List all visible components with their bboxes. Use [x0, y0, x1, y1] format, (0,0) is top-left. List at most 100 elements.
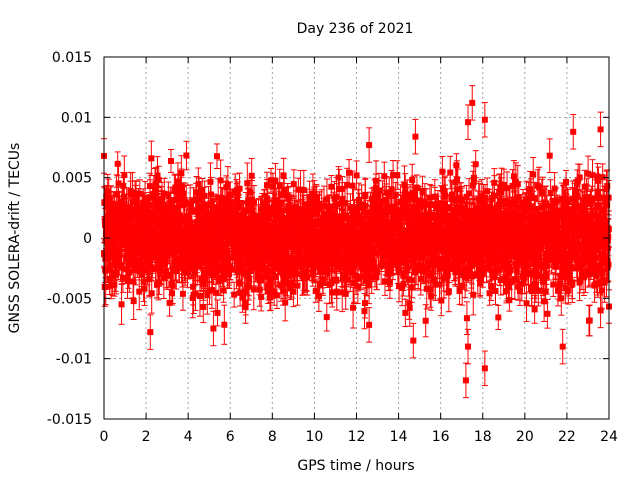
data-point	[233, 197, 240, 204]
data-point	[215, 194, 222, 201]
data-point	[152, 265, 159, 272]
data-point	[266, 278, 273, 285]
data-point	[273, 197, 280, 204]
data-point	[201, 192, 208, 199]
data-point	[276, 214, 283, 221]
data-point	[221, 321, 228, 328]
data-point	[318, 241, 325, 248]
data-point	[261, 266, 268, 273]
data-point	[243, 220, 250, 227]
data-point	[166, 230, 173, 237]
data-point	[143, 230, 150, 237]
data-point	[136, 190, 143, 197]
data-point	[111, 259, 118, 266]
data-point	[155, 241, 162, 248]
data-point	[257, 277, 264, 284]
data-point	[248, 250, 255, 257]
data-point	[188, 207, 195, 214]
data-point	[281, 186, 288, 193]
data-point	[264, 195, 271, 202]
data-point	[115, 180, 122, 187]
data-point	[225, 238, 232, 245]
data-point	[119, 274, 126, 281]
data-point	[128, 216, 135, 223]
data-point	[309, 268, 316, 275]
data-point	[174, 178, 181, 185]
data-point	[182, 264, 189, 271]
data-point	[231, 291, 238, 298]
data-point	[178, 170, 185, 177]
data-point	[118, 261, 125, 268]
data-point	[279, 191, 286, 198]
data-point	[287, 285, 294, 292]
data-point	[121, 172, 128, 179]
data-point	[106, 266, 113, 273]
data-point	[160, 275, 167, 282]
data-point	[290, 181, 297, 188]
data-point	[294, 282, 301, 289]
data-point	[306, 194, 313, 201]
data-point	[277, 282, 284, 289]
data-point	[163, 247, 170, 254]
data-point	[134, 238, 141, 245]
data-point	[273, 292, 280, 299]
data-point	[105, 195, 112, 202]
data-point	[157, 254, 164, 261]
data-point	[275, 230, 282, 237]
data-point	[258, 293, 265, 300]
data-point	[132, 191, 139, 198]
data-point	[250, 286, 257, 293]
data-point	[315, 293, 322, 300]
data-point	[192, 290, 199, 297]
data-point	[304, 274, 311, 281]
data-point	[275, 204, 282, 211]
data-point	[187, 201, 194, 208]
data-point	[312, 288, 319, 295]
data-point	[194, 262, 201, 269]
data-point	[164, 253, 171, 260]
data-point	[141, 285, 148, 292]
data-point	[220, 207, 227, 214]
data-point	[183, 200, 190, 207]
data-point	[199, 217, 206, 224]
data-point	[284, 280, 291, 287]
data-point	[280, 172, 287, 179]
data-point	[232, 252, 239, 259]
data-point	[154, 172, 161, 179]
data-point	[184, 268, 191, 275]
data-point	[217, 275, 224, 282]
data-point	[267, 288, 274, 295]
data-point	[159, 195, 166, 202]
data-point	[196, 292, 203, 299]
data-point	[269, 183, 276, 190]
data-point	[169, 219, 176, 226]
data-point	[124, 277, 131, 284]
data-point	[173, 268, 180, 275]
data-point	[269, 233, 276, 240]
data-point	[108, 282, 115, 289]
data-point	[211, 211, 218, 218]
data-point	[136, 288, 143, 295]
data-point	[198, 276, 205, 283]
data-point	[155, 250, 162, 257]
data-point	[142, 195, 149, 202]
data-point	[130, 278, 137, 285]
data-point	[272, 177, 279, 184]
data-point	[151, 192, 158, 199]
data-point	[315, 205, 322, 212]
data-point	[255, 268, 262, 275]
data-point	[102, 283, 109, 290]
data-point	[148, 290, 155, 297]
data-point	[205, 267, 212, 274]
data-point	[265, 269, 272, 276]
data-series	[101, 85, 612, 399]
data-point	[119, 198, 126, 205]
data-point	[199, 187, 206, 194]
data-point	[190, 283, 197, 290]
data-point	[271, 289, 278, 296]
data-point	[237, 289, 244, 296]
data-point	[158, 201, 165, 208]
data-point	[161, 190, 168, 197]
data-point	[207, 191, 214, 198]
